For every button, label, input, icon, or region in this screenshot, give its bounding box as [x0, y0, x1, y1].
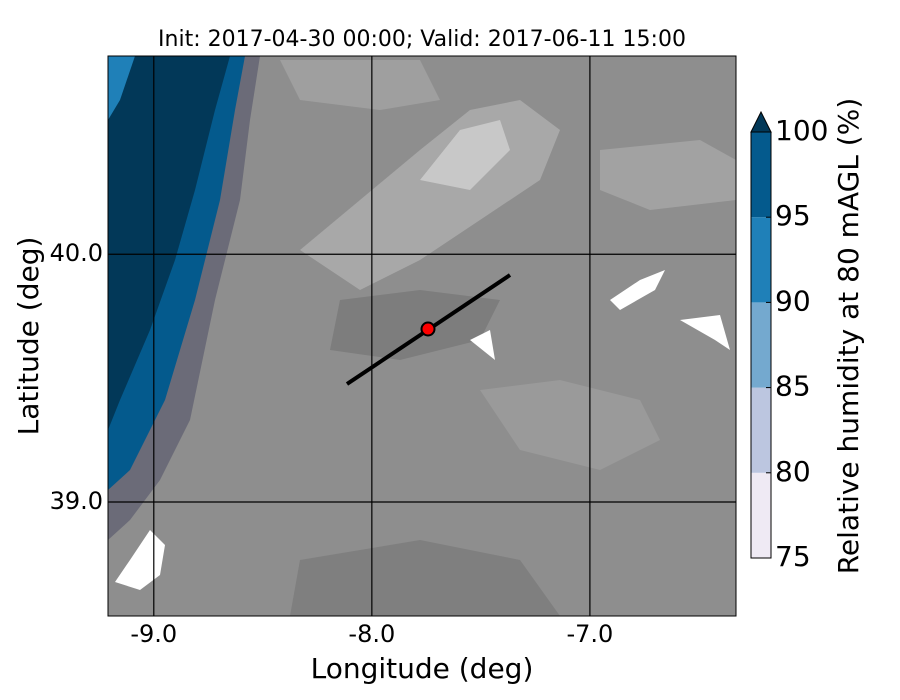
terrain-high [280, 60, 440, 110]
y-tick-label: 39.0 [50, 487, 103, 515]
terrain-low [330, 290, 500, 360]
colorbar-segment [751, 472, 771, 558]
x-tick-label: -7.0 [566, 620, 613, 648]
terrain-low [290, 540, 560, 616]
colorbar-tick-label: 80 [775, 455, 811, 488]
map-field [108, 56, 736, 616]
colorbar-tick-label: 100 [775, 114, 828, 147]
y-tick-label: 40.0 [50, 239, 103, 267]
colorbar-segment [751, 387, 771, 473]
x-tick-label: -9.0 [130, 620, 177, 648]
colorbar-frame [750, 131, 772, 559]
title: Init: 2017-04-30 00:00; Valid: 2017-06-1… [158, 27, 686, 52]
colorbar-tick-label: 75 [775, 540, 811, 573]
terrain-peak [420, 120, 510, 190]
colorbar-label: Relative humidity at 80 mAGL (%) [832, 98, 865, 575]
colorbar-segment [751, 302, 771, 388]
x-axis-label: Longitude (deg) [311, 652, 534, 685]
humid-core [108, 56, 230, 430]
site-marker [420, 321, 436, 337]
colorbar-segment [751, 217, 771, 303]
terrain-high [600, 140, 736, 210]
map-frame [107, 55, 737, 617]
colorbar-tick-label: 95 [775, 199, 811, 232]
dry-patch [115, 530, 165, 590]
x-tick-label: -8.0 [348, 620, 395, 648]
colorbar-tick-label: 85 [775, 370, 811, 403]
colorbar-segment [751, 132, 771, 218]
humid-edge [108, 56, 135, 120]
colorbar-tick-label: 90 [775, 284, 811, 317]
y-axis-label: Latitude (deg) [12, 237, 45, 436]
terrain-high [480, 380, 660, 470]
colorbar-extend [750, 110, 772, 133]
